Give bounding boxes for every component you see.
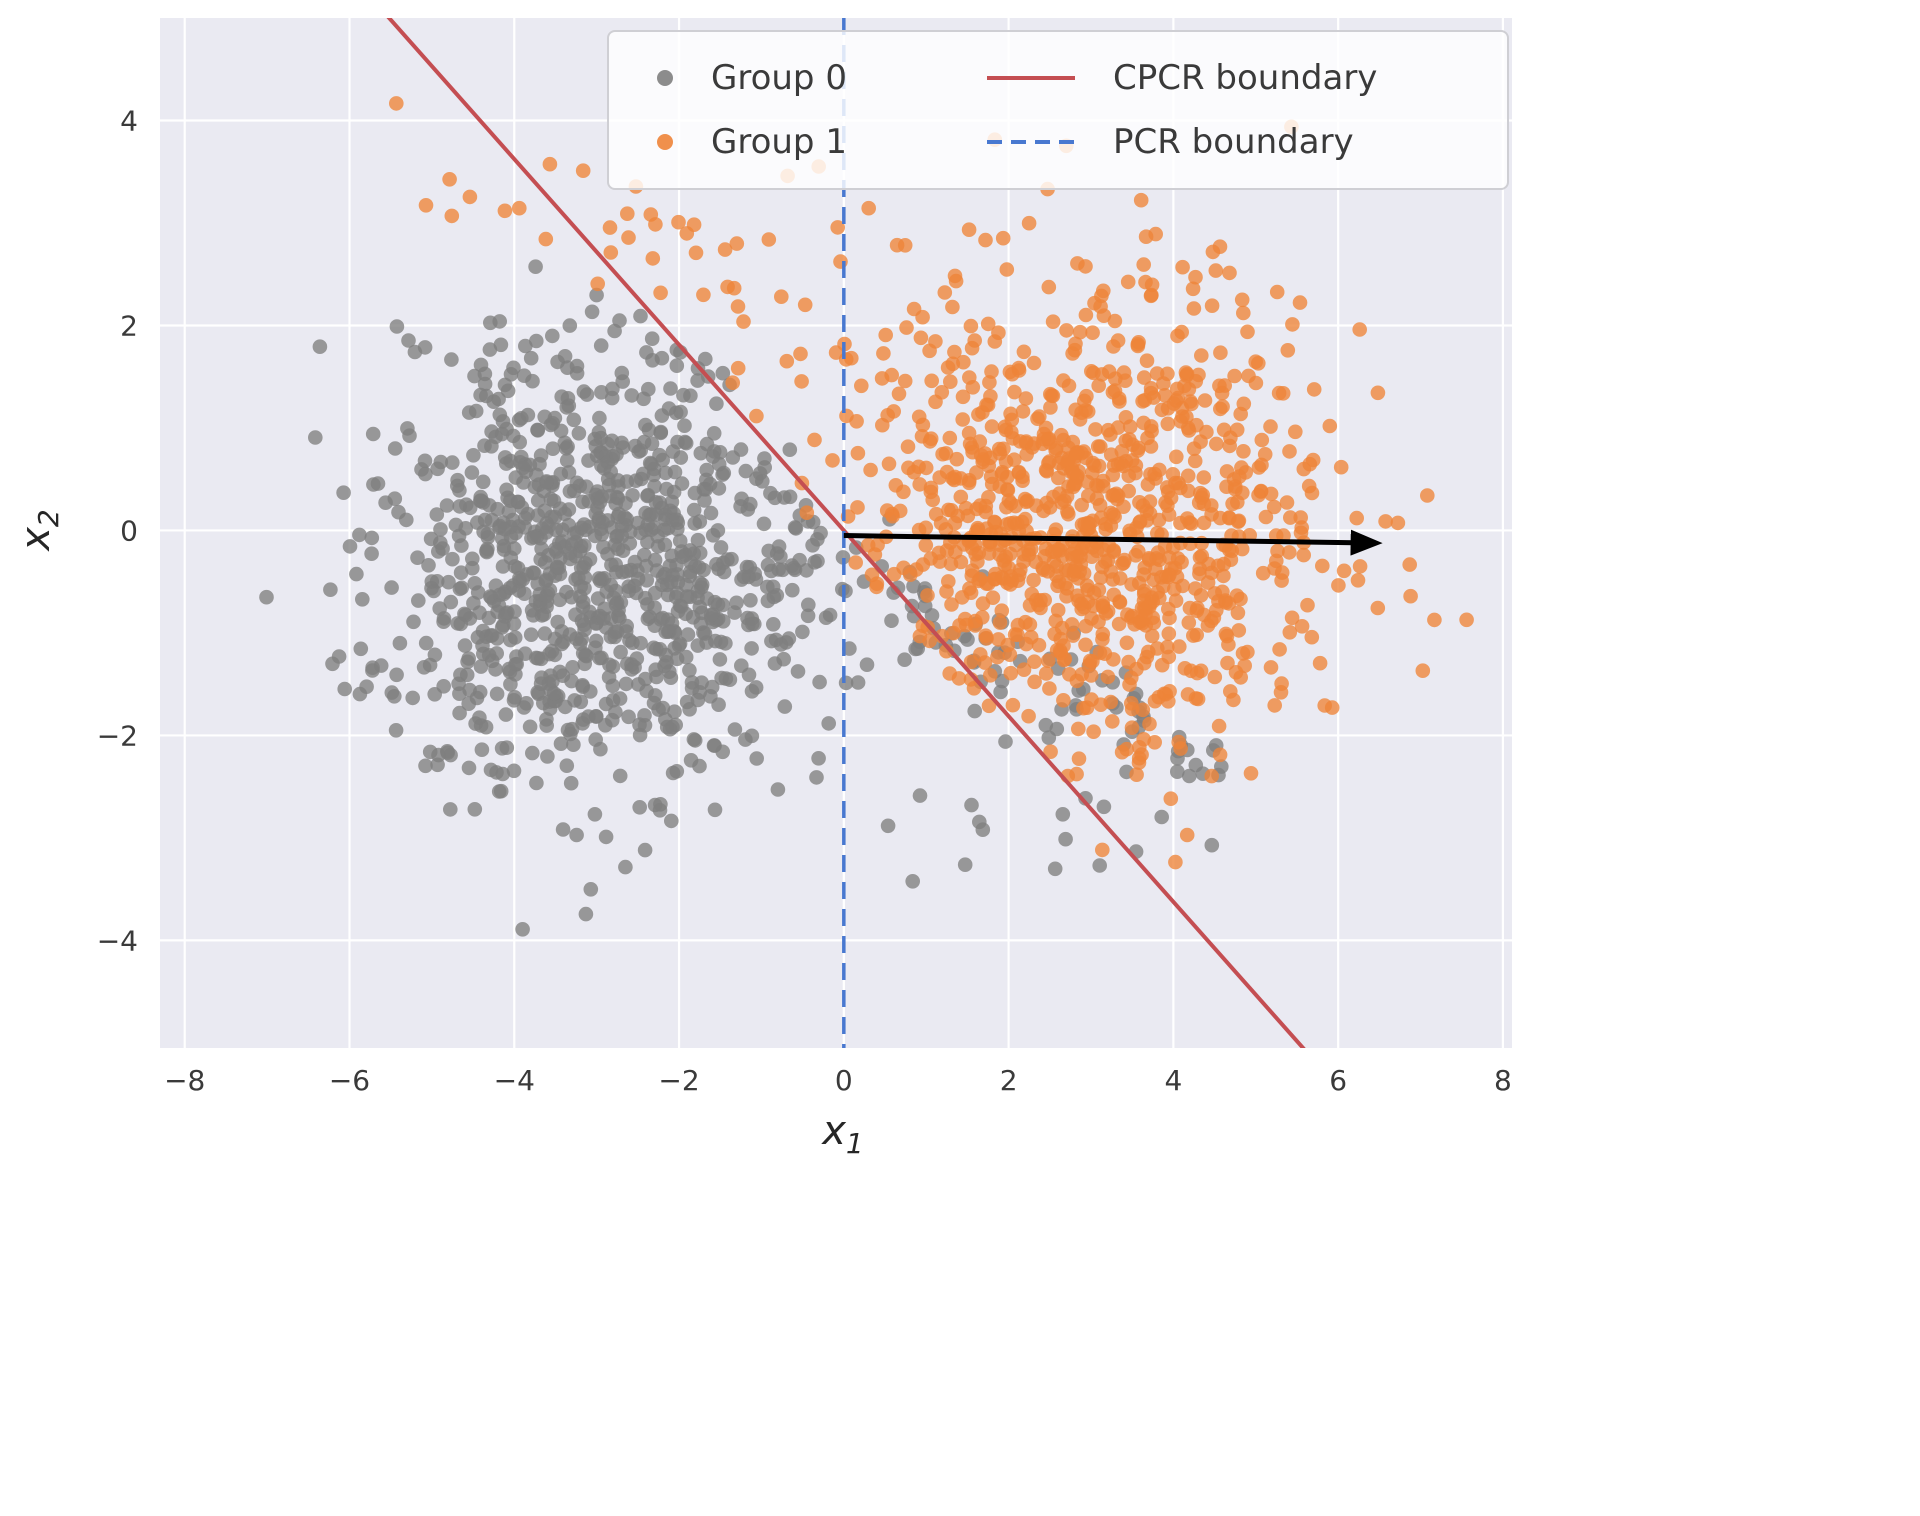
legend-label-cpcr: CPCR boundary (1113, 58, 1378, 98)
svg-text:4: 4 (120, 104, 138, 137)
cpcr-line-icon (987, 76, 1075, 80)
tick-labels: −8 −6 −4 −2 0 2 4 6 8 −4 −2 0 2 4 (97, 104, 1512, 1097)
svg-text:−2: −2 (97, 719, 138, 752)
svg-text:8: 8 (1494, 1064, 1512, 1097)
scatter-points (259, 96, 1474, 937)
svg-text:−2: −2 (658, 1064, 699, 1097)
svg-text:6: 6 (1329, 1064, 1347, 1097)
group1-marker-icon (657, 134, 673, 150)
pcr-line-icon (987, 140, 1075, 144)
group0-marker-icon (657, 70, 673, 86)
svg-text:2: 2 (120, 309, 138, 342)
x-axis-label-sub: 1 (845, 1127, 864, 1160)
pc-direction-arrow (843, 529, 1383, 556)
svg-text:0: 0 (120, 514, 138, 547)
points-group-1 (389, 96, 1474, 870)
y-axis-label-sub: 2 (31, 509, 65, 528)
x-axis-label-base: x (822, 1108, 846, 1154)
svg-text:−4: −4 (494, 1064, 535, 1097)
x-axis-label: x1 (822, 1108, 864, 1160)
legend: Group 0 Group 1 CPCR boundary PCR bounda… (607, 30, 1509, 190)
legend-entry-group1: Group 1 (657, 122, 987, 162)
legend-entry-pcr: PCR boundary (987, 122, 1477, 162)
svg-text:−6: −6 (329, 1064, 370, 1097)
y-axis-label-base: x (12, 527, 59, 551)
legend-label-pcr: PCR boundary (1113, 122, 1354, 162)
legend-entry-cpcr: CPCR boundary (987, 58, 1477, 98)
svg-text:0: 0 (835, 1064, 853, 1097)
svg-text:−8: −8 (164, 1064, 205, 1097)
y-axis-label: x2 (13, 509, 65, 551)
cpcr-boundary-line (386, 18, 1306, 1048)
svg-text:−4: −4 (97, 924, 138, 957)
legend-label-group1: Group 1 (711, 122, 847, 162)
legend-label-group0: Group 0 (711, 58, 847, 98)
legend-entry-group0: Group 0 (657, 58, 987, 98)
svg-text:2: 2 (1000, 1064, 1018, 1097)
svg-text:4: 4 (1164, 1064, 1182, 1097)
